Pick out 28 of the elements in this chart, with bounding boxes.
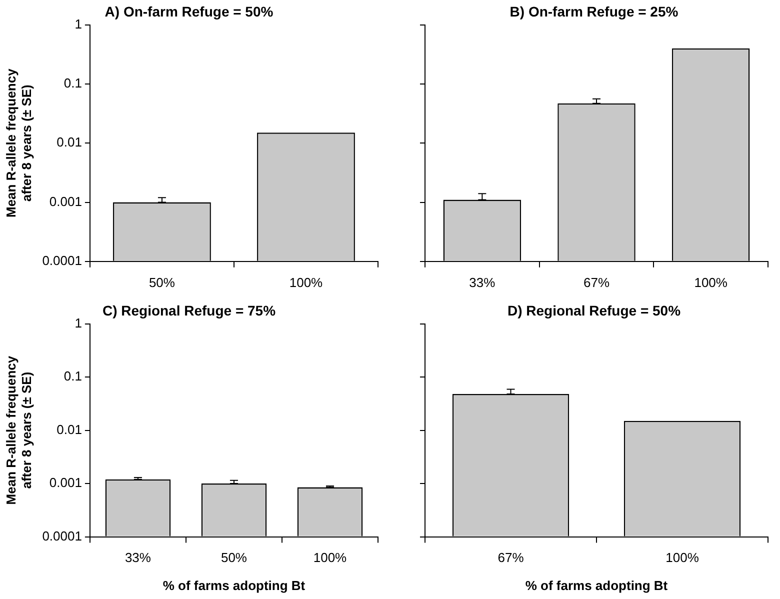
y-tick-label: 0.001 bbox=[49, 194, 82, 209]
x-tick-label: 100% bbox=[313, 550, 348, 566]
x-tick-label: 100% bbox=[289, 274, 324, 290]
x-tick-label: 50% bbox=[220, 550, 248, 566]
x-axis-title: % of farms adopting Bt bbox=[525, 578, 668, 593]
y-axis-title: Mean R-allele frequency after 8 years (± SE) bbox=[3, 68, 34, 218]
x-axis-title: % of farms adopting Bt bbox=[162, 578, 306, 593]
y-tick-label: 0.01 bbox=[56, 422, 82, 437]
y-tick-label: 0.001 bbox=[49, 475, 82, 490]
x-tick-label: 100% bbox=[694, 274, 728, 290]
y-tick-label: 0.0001 bbox=[42, 528, 82, 544]
y-tick-label: 0.1 bbox=[64, 76, 82, 91]
y-tick-label: 1 bbox=[74, 16, 82, 32]
chart-title: B) On-farm Refuge = 25% bbox=[510, 3, 679, 20]
chart-title: D) Regional Refuge = 50% bbox=[507, 302, 682, 318]
x-tick-label: 67% bbox=[583, 274, 610, 290]
chart-title: C) Regional Refuge = 75% bbox=[102, 302, 276, 318]
x-tick-label: 33% bbox=[469, 274, 496, 290]
y-tick-label: 0.1 bbox=[64, 368, 82, 384]
y-tick-label: 0.0001 bbox=[42, 252, 82, 268]
chart-title: A) On-farm Refuge = 50% bbox=[104, 3, 274, 20]
x-tick-label: 67% bbox=[498, 550, 524, 566]
x-tick-label: 50% bbox=[148, 274, 176, 290]
y-tick-label: 1 bbox=[74, 315, 82, 330]
y-axis-title: Mean R-allele frequency after 8 years (± SE) bbox=[3, 355, 34, 505]
x-tick-label: 33% bbox=[124, 550, 152, 566]
y-tick-label: 0.01 bbox=[56, 134, 82, 150]
x-tick-label: 100% bbox=[666, 550, 700, 566]
